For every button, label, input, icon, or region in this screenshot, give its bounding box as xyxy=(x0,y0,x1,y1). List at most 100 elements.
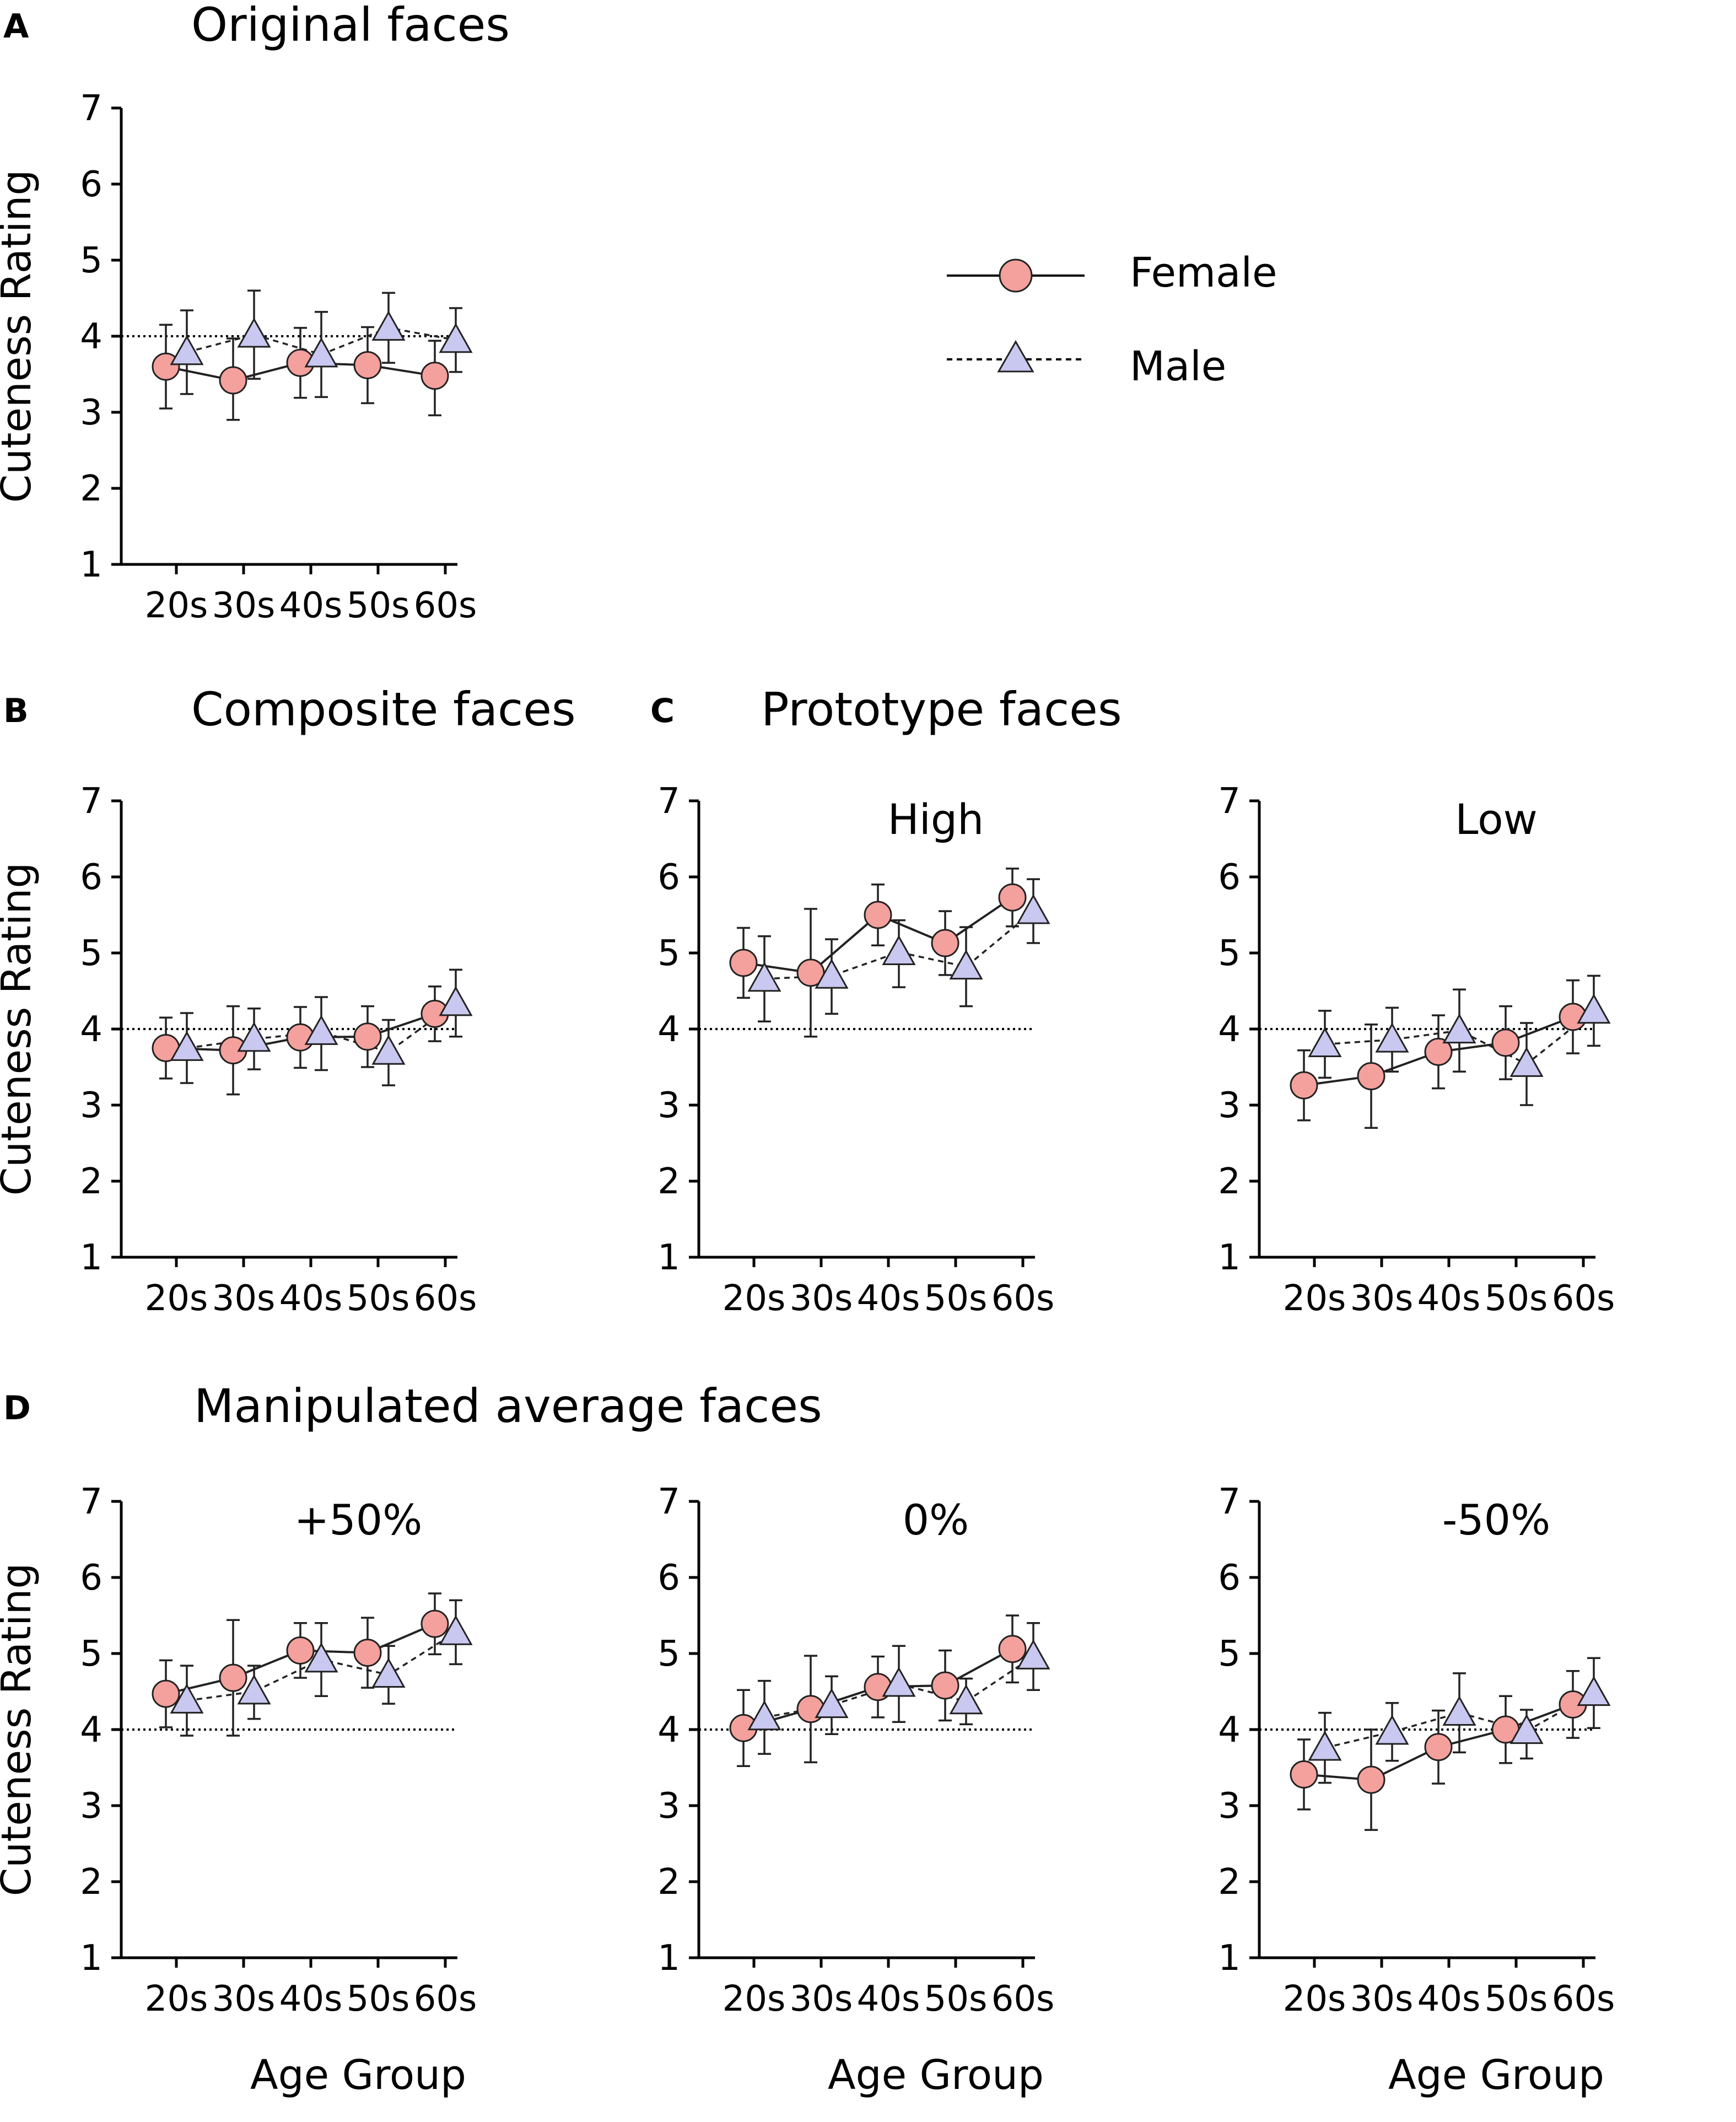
legend-marker-male xyxy=(997,340,1034,373)
y-tick-label: 5 xyxy=(1218,933,1241,974)
section-letter-d: D xyxy=(3,1389,31,1428)
panel-subtitle: 0% xyxy=(903,1495,969,1544)
x-tick-label: 60s xyxy=(1552,1278,1615,1319)
y-axis-title: Cuteness Rating xyxy=(0,170,40,503)
y-tick-label: 4 xyxy=(80,1710,103,1751)
data-point-female xyxy=(1491,1028,1520,1057)
data-point-male xyxy=(237,1674,271,1705)
x-tick-label: 60s xyxy=(414,585,477,626)
x-tick-label: 50s xyxy=(347,585,410,626)
panel-subtitle: Low xyxy=(1455,795,1538,844)
y-tick-label: 6 xyxy=(80,164,103,205)
data-point-male xyxy=(882,935,916,965)
y-tick-label: 7 xyxy=(80,781,103,822)
y-tick-label: 3 xyxy=(1218,1786,1241,1827)
data-point-male xyxy=(237,1021,271,1052)
y-tick-label: 3 xyxy=(80,1786,103,1827)
y-tick-label: 5 xyxy=(80,1634,103,1674)
data-point-female xyxy=(353,351,382,379)
data-point-female xyxy=(1424,1037,1453,1066)
data-point-female xyxy=(420,362,449,390)
data-point-male xyxy=(1308,1027,1342,1057)
x-tick-label: 40s xyxy=(279,1278,343,1319)
data-point-male xyxy=(439,322,473,353)
data-point-female xyxy=(286,1636,315,1665)
y-tick-label: 7 xyxy=(657,781,680,822)
data-point-male xyxy=(1509,1047,1544,1077)
x-tick-label: 20s xyxy=(145,585,208,626)
y-tick-label: 3 xyxy=(657,1786,680,1827)
data-point-female xyxy=(931,929,959,957)
data-point-male xyxy=(304,1642,338,1673)
section-title-c: Prototype faces xyxy=(761,682,1122,736)
x-tick-label: 50s xyxy=(924,1278,988,1319)
data-point-male xyxy=(949,1684,983,1715)
panel-subtitle: +50% xyxy=(294,1495,423,1544)
x-tick-label: 50s xyxy=(1485,1278,1548,1319)
data-point-male xyxy=(304,1015,338,1045)
data-point-female xyxy=(729,949,758,977)
panel-subtitle: -50% xyxy=(1442,1495,1550,1544)
data-point-male xyxy=(371,310,406,341)
data-point-male xyxy=(237,317,271,348)
data-point-male xyxy=(1308,1731,1342,1761)
data-point-male xyxy=(170,1683,204,1714)
data-point-male xyxy=(170,1031,204,1061)
data-point-male xyxy=(170,335,204,365)
legend-marker-female xyxy=(999,258,1033,293)
chart-manipulated-zero: 1 2 3 4 5 6 7 20s 30s 40s 50s 60s 0% Age Group xyxy=(657,1482,1054,2099)
y-tick-label: 7 xyxy=(1218,781,1241,822)
x-tick-label: 20s xyxy=(1283,1278,1346,1319)
y-tick-label: 5 xyxy=(1218,1634,1241,1674)
y-tick-label: 1 xyxy=(1218,1938,1241,1979)
x-tick-label: 40s xyxy=(1417,1278,1481,1319)
chart-original-faces: 1 2 3 4 5 6 7 20s 30s 40s 50s 60s Cuteness Rating xyxy=(0,88,477,626)
data-point-male xyxy=(1016,894,1050,924)
data-point-female xyxy=(152,352,180,381)
y-tick-label: 2 xyxy=(657,1862,680,1903)
y-tick-label: 3 xyxy=(657,1085,680,1126)
x-axis-title: Age Group xyxy=(1388,2051,1604,2099)
x-tick-label: 60s xyxy=(414,1278,477,1319)
data-point-male xyxy=(1442,1013,1476,1044)
data-point-male xyxy=(371,1035,406,1065)
chart-prototype-high: 1 2 3 4 5 6 7 20s 30s 40s 50s 60s High xyxy=(657,781,1054,1319)
x-tick-label: 40s xyxy=(279,1979,343,2019)
section-letter-b: B xyxy=(3,692,29,730)
x-tick-label: 60s xyxy=(991,1278,1055,1319)
data-point-female xyxy=(864,901,892,929)
y-tick-label: 5 xyxy=(80,240,103,281)
data-point-female xyxy=(353,1639,382,1667)
data-point-male xyxy=(439,986,473,1016)
legend-label-male: Male xyxy=(1130,343,1226,390)
series-line-male xyxy=(186,1002,457,1053)
x-tick-label: 60s xyxy=(414,1979,477,2019)
y-tick-label: 4 xyxy=(80,1009,103,1050)
x-axis-title: Age Group xyxy=(828,2051,1044,2099)
data-point-male xyxy=(1577,993,1611,1024)
y-tick-label: 2 xyxy=(80,1161,103,1202)
legend: Female Male xyxy=(947,249,1277,390)
y-tick-label: 6 xyxy=(1218,1558,1241,1598)
data-point-male xyxy=(815,958,849,989)
y-tick-label: 7 xyxy=(1218,1482,1241,1522)
series-line-male xyxy=(1324,1010,1595,1065)
y-tick-label: 4 xyxy=(657,1009,680,1050)
y-tick-label: 6 xyxy=(80,1558,103,1598)
y-tick-label: 7 xyxy=(80,1482,103,1522)
y-tick-label: 1 xyxy=(657,1237,680,1278)
y-axis-title: Cuteness Rating xyxy=(0,1563,40,1897)
y-tick-label: 1 xyxy=(80,1938,103,1979)
x-tick-label: 30s xyxy=(212,1278,276,1319)
y-tick-label: 6 xyxy=(1218,857,1241,898)
x-tick-label: 40s xyxy=(279,585,343,626)
x-tick-label: 20s xyxy=(723,1278,786,1319)
data-point-male xyxy=(1375,1022,1409,1053)
x-tick-label: 30s xyxy=(1350,1979,1414,2019)
chart-manipulated-plus50: 1 2 3 4 5 6 7 20s 30s 40s 50s 60s +50% Cuteness Ratin… xyxy=(0,1482,477,2099)
data-point-male xyxy=(949,949,983,980)
y-tick-label: 5 xyxy=(657,1634,680,1674)
legend-item-female: Female xyxy=(947,249,1277,297)
data-point-male xyxy=(747,961,781,992)
panel-subtitle: High xyxy=(888,795,984,844)
